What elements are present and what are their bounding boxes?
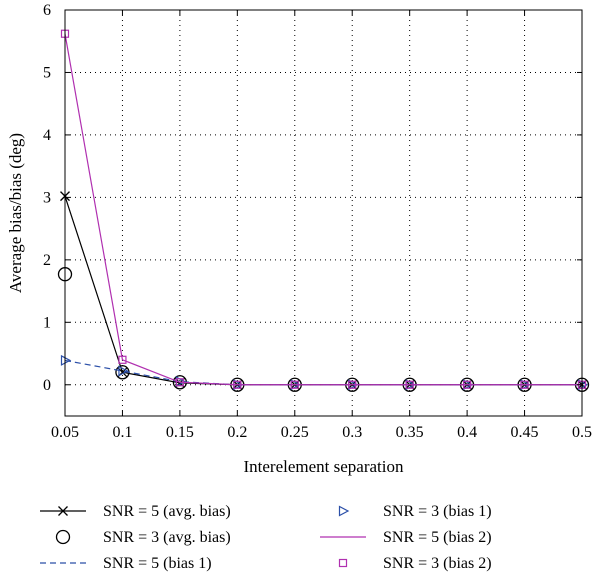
series-1: [60, 191, 587, 390]
series-3: [64, 359, 582, 386]
x-tick-label: 0.15: [166, 424, 194, 441]
plot-series: [57, 29, 590, 392]
series-1-line: [64, 195, 582, 386]
legend-label: SNR = 3 (bias 1): [383, 503, 492, 520]
y-tick-label: 1: [43, 314, 51, 331]
x-tick-label: 0.1: [112, 424, 132, 441]
legend-marker: [338, 505, 350, 517]
series-4-point: [60, 354, 72, 366]
legend-item: SNR = 3 (bias 1): [338, 503, 492, 520]
series-6-point: [233, 380, 242, 389]
series-5-line: [64, 33, 582, 386]
y-axis-label: Average bias/bias (deg): [6, 133, 25, 293]
series-4-point: [118, 365, 129, 377]
legend: SNR = 5 (avg. bias) SNR = 3 (avg. bias) SN…: [40, 503, 492, 572]
legend-label: SNR = 5 (avg. bias): [103, 503, 231, 520]
series-6: [60, 29, 587, 389]
legend-label: SNR = 5 (bias 1): [103, 555, 212, 572]
legend-label: SNR = 3 (avg. bias): [103, 529, 231, 546]
x-tick-label: 0.05: [51, 424, 79, 441]
legend-item: SNR = 5 (avg. bias): [40, 503, 231, 520]
legend-item: SNR = 5 (bias 2): [320, 529, 492, 546]
series-6-point: [520, 380, 529, 389]
legend-marker: [55, 529, 71, 545]
series-5: [64, 33, 582, 386]
legend-label: SNR = 5 (bias 2): [383, 529, 492, 546]
y-tick-label: 4: [43, 127, 51, 144]
series-6-point: [463, 380, 472, 389]
y-tick-label: 6: [43, 2, 51, 19]
x-tick-label: 0.4: [457, 424, 477, 441]
series-6-point: [348, 380, 357, 389]
legend-item: SNR = 5 (bias 1): [40, 555, 212, 572]
grid: [65, 10, 582, 416]
legend-label: SNR = 3 (bias 2): [383, 555, 492, 572]
series-3-line: [64, 359, 582, 386]
legend-item: SNR = 3 (avg. bias): [55, 529, 231, 546]
series-6-point: [405, 380, 414, 389]
plot-frame: [64, 9, 583, 417]
series-6-point: [290, 380, 299, 389]
y-tick-label: 3: [43, 189, 51, 206]
x-tick-label: 0.45: [511, 424, 539, 441]
y-tick-label: 0: [43, 377, 51, 394]
x-tick-label: 0.3: [342, 424, 362, 441]
x-tick-label: 0.35: [396, 424, 424, 441]
x-tick-label: 0.5: [572, 424, 592, 441]
ticks: 0.05 0.1 0.15 0.2 0.25 0.3 0.35 0.4 0.45 0.5 0 1 2 3 4…: [43, 2, 592, 441]
x-tick-label: 0.25: [281, 424, 309, 441]
y-tick-label: 5: [43, 64, 51, 81]
series-2: [57, 267, 590, 392]
series-6-point: [175, 378, 184, 387]
x-tick-label: 0.2: [227, 424, 247, 441]
series-6-point: [118, 355, 127, 364]
legend-marker: [338, 558, 348, 568]
y-tick-label: 2: [43, 252, 51, 269]
legend-item: SNR = 3 (bias 2): [338, 555, 492, 572]
x-axis-label: Interelement separation: [243, 457, 404, 476]
legend-marker: [58, 506, 68, 516]
